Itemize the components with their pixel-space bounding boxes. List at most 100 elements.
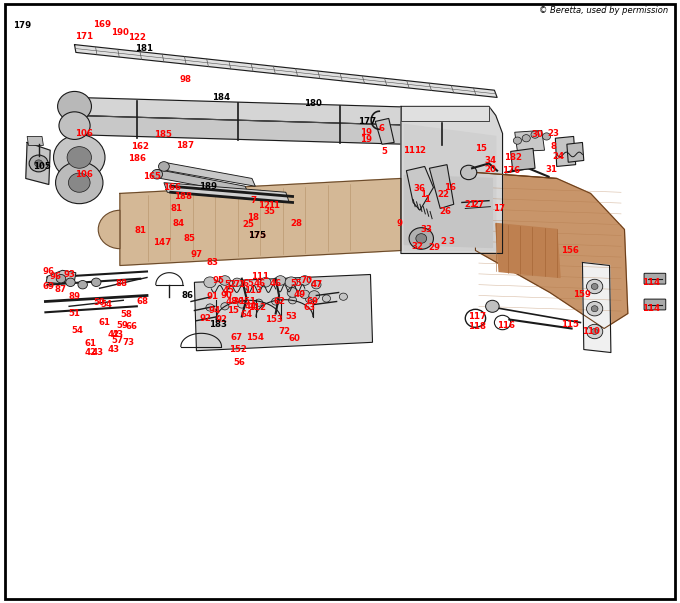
Text: 48: 48 [226, 297, 238, 306]
Text: 61: 61 [99, 318, 110, 327]
Circle shape [311, 280, 321, 289]
Polygon shape [515, 130, 545, 151]
Text: 36: 36 [414, 184, 426, 193]
Text: 98: 98 [180, 75, 192, 84]
Circle shape [409, 228, 433, 249]
Text: 182: 182 [504, 153, 522, 162]
Text: 51: 51 [69, 309, 80, 318]
Text: 185: 185 [154, 130, 171, 139]
Circle shape [158, 162, 169, 171]
Text: 97: 97 [190, 250, 203, 259]
Text: 112: 112 [248, 303, 267, 312]
Circle shape [271, 298, 279, 305]
Polygon shape [567, 142, 584, 162]
Polygon shape [27, 136, 44, 145]
Circle shape [67, 147, 91, 168]
Text: 86: 86 [182, 291, 194, 300]
Text: 44: 44 [245, 302, 257, 311]
Text: 54: 54 [101, 300, 112, 309]
Text: 2: 2 [440, 237, 446, 246]
Text: 20: 20 [484, 165, 496, 174]
Polygon shape [75, 45, 497, 98]
Circle shape [35, 160, 43, 167]
Polygon shape [401, 106, 489, 121]
Text: 83: 83 [207, 258, 219, 267]
Text: 91: 91 [207, 292, 219, 301]
Polygon shape [511, 148, 535, 171]
Text: 9: 9 [396, 219, 403, 228]
Text: 21: 21 [464, 200, 476, 209]
Text: 71: 71 [234, 280, 246, 289]
Text: 165: 165 [143, 172, 160, 181]
Circle shape [288, 297, 296, 304]
Polygon shape [429, 165, 454, 209]
Text: 16: 16 [444, 183, 456, 192]
Text: 188: 188 [174, 192, 192, 201]
Circle shape [238, 301, 246, 308]
Circle shape [287, 288, 298, 297]
Circle shape [587, 279, 602, 294]
Text: 183: 183 [209, 320, 227, 329]
Text: 106: 106 [75, 170, 93, 178]
Text: 30: 30 [233, 297, 244, 306]
Polygon shape [401, 106, 503, 253]
Circle shape [78, 280, 88, 289]
Text: 114: 114 [643, 278, 660, 287]
Text: 189: 189 [199, 182, 217, 191]
Text: 81: 81 [134, 226, 146, 235]
Text: 18: 18 [248, 213, 259, 222]
Text: 59: 59 [116, 321, 128, 330]
Text: 147: 147 [154, 238, 171, 247]
Text: 73: 73 [122, 338, 135, 347]
Text: 3: 3 [449, 237, 455, 246]
Text: 12: 12 [258, 201, 270, 210]
Circle shape [587, 324, 602, 339]
Text: 29: 29 [429, 243, 441, 252]
Text: 66: 66 [125, 322, 137, 331]
Text: 171: 171 [75, 32, 93, 40]
Text: 25: 25 [243, 220, 254, 229]
Text: 96: 96 [43, 267, 55, 276]
Text: 23: 23 [547, 129, 560, 138]
Text: 69: 69 [307, 297, 319, 306]
Circle shape [59, 112, 90, 139]
Text: 159: 159 [573, 290, 592, 299]
Text: 32: 32 [412, 242, 424, 251]
Circle shape [460, 165, 477, 180]
Text: 177: 177 [358, 117, 376, 126]
Text: 54: 54 [71, 326, 83, 335]
Text: 69: 69 [43, 282, 55, 291]
Text: 152: 152 [229, 345, 248, 354]
Polygon shape [405, 175, 492, 247]
Text: 1: 1 [420, 190, 426, 199]
Text: 88: 88 [116, 279, 128, 288]
FancyBboxPatch shape [644, 299, 666, 310]
Circle shape [416, 234, 426, 243]
Text: 43: 43 [107, 345, 119, 354]
Text: 84: 84 [173, 219, 185, 228]
Circle shape [591, 306, 598, 312]
Text: 106: 106 [75, 129, 93, 138]
Text: 166: 166 [163, 183, 181, 192]
Circle shape [591, 283, 598, 289]
Text: 87: 87 [55, 285, 67, 294]
Text: 57: 57 [112, 336, 124, 345]
Circle shape [305, 295, 313, 303]
Text: 63: 63 [303, 303, 316, 312]
Text: 68: 68 [136, 297, 148, 306]
Text: 35: 35 [263, 207, 275, 216]
Text: 175: 175 [248, 231, 267, 240]
Text: 7: 7 [250, 196, 256, 205]
Text: 65: 65 [243, 279, 254, 288]
Text: 116: 116 [497, 321, 515, 330]
Text: 49: 49 [293, 290, 305, 299]
Polygon shape [556, 136, 576, 166]
Circle shape [275, 276, 286, 285]
Text: 19: 19 [360, 128, 372, 137]
Text: 42: 42 [85, 348, 97, 357]
Text: 62: 62 [273, 297, 285, 306]
Polygon shape [46, 270, 76, 283]
Text: 15: 15 [227, 306, 239, 315]
Text: 45: 45 [222, 286, 234, 295]
Text: 110: 110 [581, 327, 600, 336]
